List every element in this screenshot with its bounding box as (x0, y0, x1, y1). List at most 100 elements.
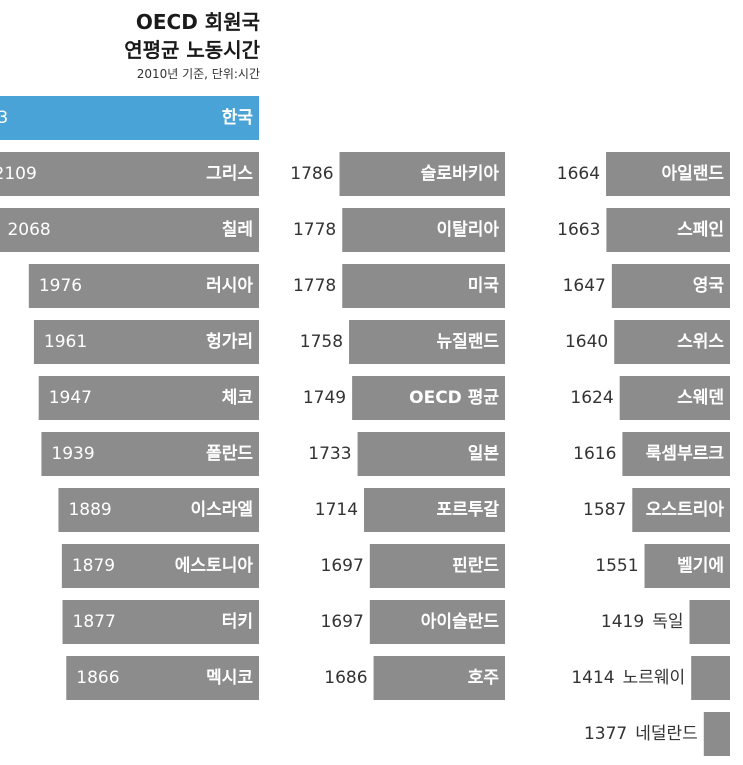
bar (0, 96, 259, 140)
bar (62, 600, 260, 644)
bar (0, 152, 260, 196)
value-label: 1778 (293, 276, 336, 296)
value-label: 1714 (315, 500, 358, 520)
value-label: 2109 (0, 164, 37, 184)
bar-row: 터키 1877 (62, 600, 260, 644)
bar (342, 264, 505, 308)
category-label: 미국 (468, 276, 500, 296)
bar (606, 152, 730, 196)
category-label: 호주 (468, 668, 500, 688)
bar-row: 포르투갈 1714 (315, 488, 505, 532)
bar-row: 미국 1778 (293, 264, 505, 308)
bar-row: 뉴질랜드 1758 (300, 320, 505, 364)
category-label: 룩셈부르크 (646, 444, 725, 464)
category-label: 스위스 (677, 332, 724, 352)
bar-row: 슬로바키아 1786 (290, 152, 505, 196)
value-label: 1587 (583, 500, 626, 520)
value-label: 1976 (39, 276, 82, 296)
bar (606, 208, 730, 252)
value-label: 1778 (293, 220, 336, 240)
bar (611, 264, 730, 308)
category-label: 오스트리아 (646, 500, 725, 520)
bar (691, 656, 730, 700)
category-label: 아이슬란드 (421, 612, 500, 632)
category-label: 슬로바키아 (421, 164, 500, 184)
chart-title-block: OECD 회원국 연평균 노동시간 2010년 기준, 단위:시간 (20, 8, 260, 84)
value-label: 2193 (0, 108, 8, 128)
value-label: 1551 (595, 556, 638, 576)
category-label: 노르웨이 (623, 668, 686, 688)
bar (689, 600, 730, 644)
value-label: 1697 (321, 556, 364, 576)
chart-subtitle: 2010년 기준, 단위:시간 (136, 67, 260, 81)
bar (342, 208, 505, 252)
category-label: 포르투갈 (436, 500, 499, 520)
bar-row: 독일 1419 (601, 600, 730, 644)
bar (41, 432, 259, 476)
value-label: 1647 (563, 276, 606, 296)
value-label: 1663 (557, 220, 600, 240)
bar (622, 432, 730, 476)
bar-row: 노르웨이 1414 (571, 656, 730, 700)
bar-row: 호주 1686 (324, 656, 505, 700)
bar-row: 이탈리아 1778 (293, 208, 505, 252)
category-label: 스웨덴 (677, 388, 724, 408)
category-label: 일본 (468, 444, 500, 464)
value-label: 1939 (51, 444, 94, 464)
bar-row: 칠레 2068 (0, 208, 259, 252)
value-label: 2068 (7, 220, 50, 240)
value-label: 1866 (76, 668, 119, 688)
bar (352, 376, 505, 420)
bar-row: 아일랜드 1664 (557, 152, 730, 196)
value-label: 1879 (72, 556, 115, 576)
value-label: 1640 (565, 332, 608, 352)
category-label: 벨기에 (677, 556, 724, 576)
bar (644, 544, 730, 588)
bar (28, 264, 259, 308)
value-label: 1749 (303, 388, 346, 408)
value-label: 1961 (44, 332, 87, 352)
bar-row: 폴란드 1939 (41, 432, 259, 476)
category-label: 에스토니아 (175, 556, 254, 576)
category-label: 칠레 (222, 219, 253, 240)
bar-row: 그리스 2109 (0, 152, 260, 196)
value-label: 1697 (321, 612, 364, 632)
bar (614, 320, 730, 364)
bar (38, 376, 259, 420)
category-label: 스페인 (677, 220, 724, 240)
value-label: 1733 (308, 444, 351, 464)
category-label: 영국 (693, 276, 725, 296)
bar (33, 320, 259, 364)
value-label: 1414 (571, 668, 614, 688)
chart-title-line1: OECD 회원국 (135, 10, 260, 34)
value-label: 1377 (584, 724, 627, 744)
bar-row: 룩셈부르크 1616 (573, 432, 730, 476)
bar-row: 핀란드 1697 (321, 544, 505, 588)
bar-row: 체코 1947 (38, 376, 259, 420)
category-label: 독일 (652, 612, 683, 632)
bar (0, 208, 259, 252)
category-label: 핀란드 (452, 556, 499, 576)
value-label: 1947 (49, 388, 92, 408)
value-label: 1686 (324, 668, 367, 688)
bar-row: 일본 1733 (308, 432, 505, 476)
bar-row: 스페인 1663 (557, 208, 730, 252)
category-label: 러시아 (206, 276, 253, 296)
bar (369, 544, 505, 588)
category-label: 터키 (222, 612, 253, 632)
category-label: 이탈리아 (436, 219, 499, 240)
bar (632, 488, 730, 532)
bar-row: 네덜란드 1377 (584, 712, 730, 756)
chart-title-line2: 연평균 노동시간 (124, 38, 260, 62)
value-label: 1616 (573, 444, 616, 464)
category-label: OECD 평균 (409, 388, 499, 408)
value-label: 1889 (68, 500, 111, 520)
bar-row: 러시아 1976 (28, 264, 259, 308)
category-label: 네덜란드 (635, 724, 698, 744)
category-label: 폴란드 (206, 444, 253, 464)
bar (373, 656, 505, 700)
bar-row: 에스토니아 1879 (61, 544, 260, 588)
bar-row: 멕시코 1866 (66, 656, 259, 700)
bar-row: 오스트리아 1587 (583, 488, 730, 532)
